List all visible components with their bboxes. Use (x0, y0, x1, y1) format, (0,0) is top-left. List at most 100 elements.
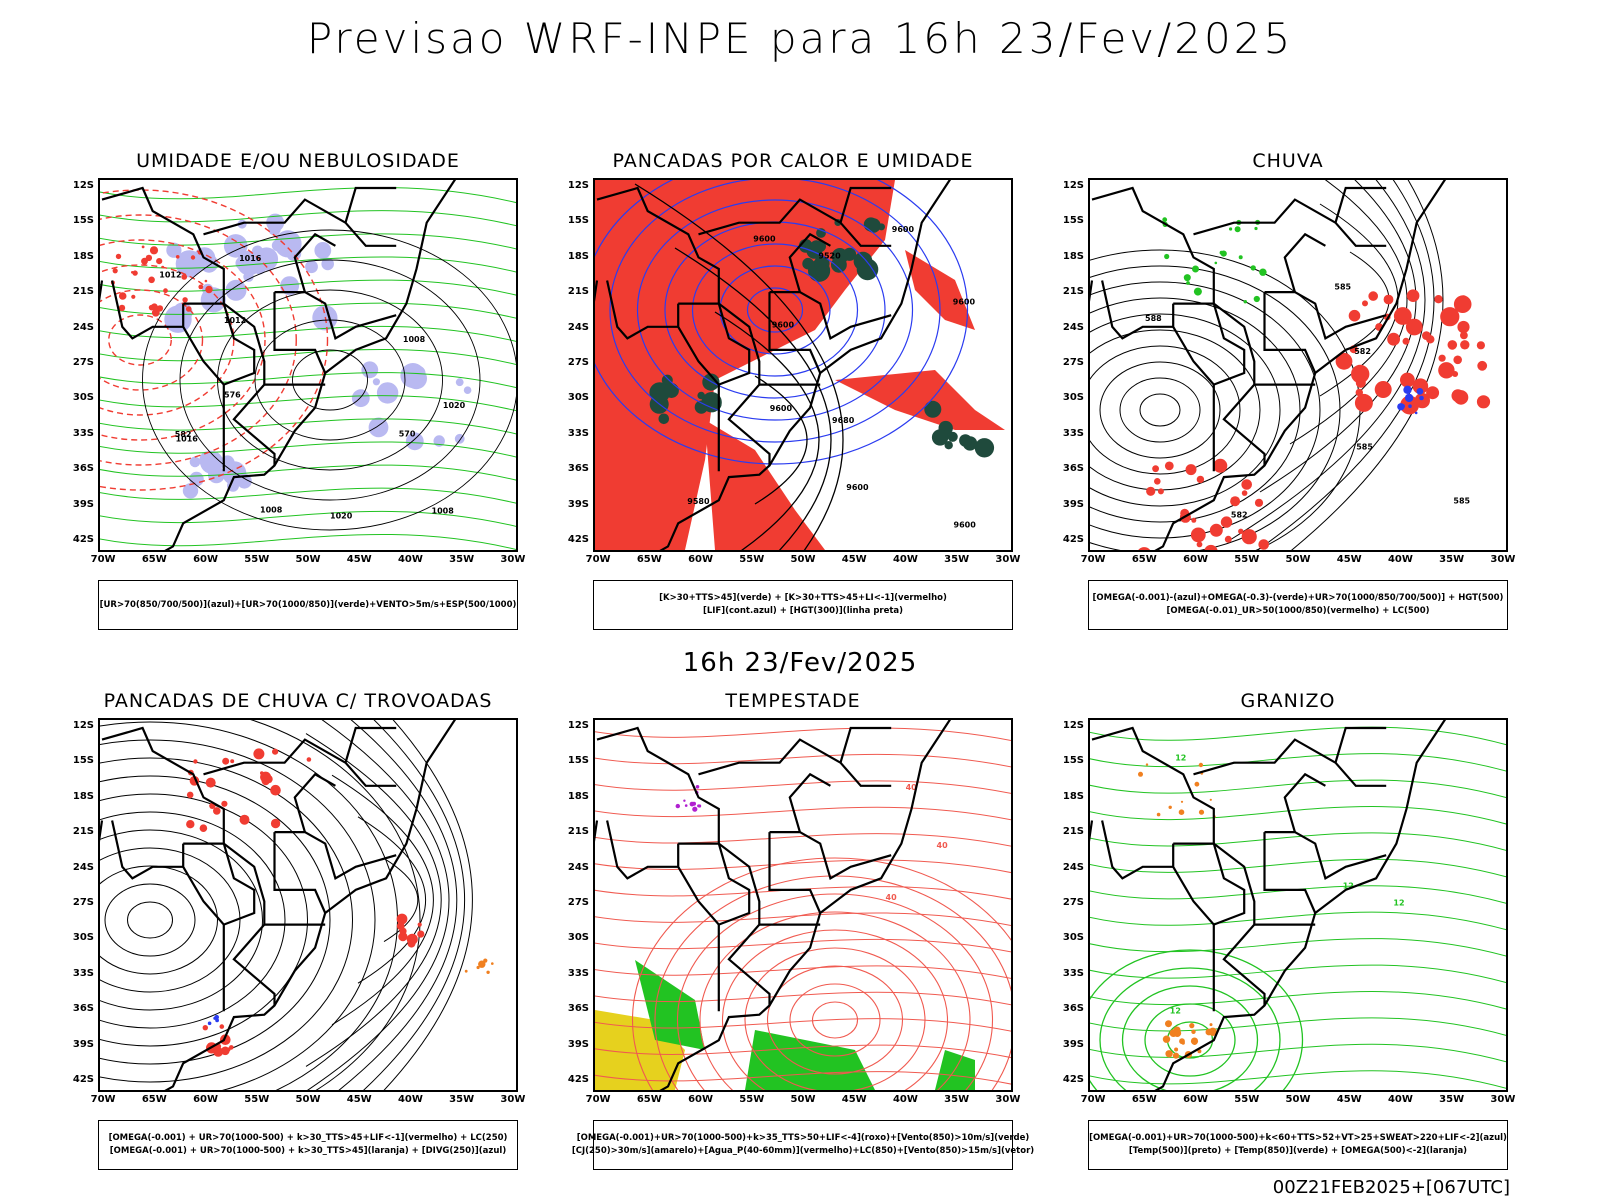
lat-label: 36S (72, 1003, 94, 1015)
legend-line: [K>30+TTS>45](verde) + [K>30+TTS>45+LI<-… (659, 593, 947, 603)
lat-label: 12S (72, 720, 94, 731)
lat-label: 18S (1062, 250, 1084, 262)
lat-label: 39S (567, 498, 589, 510)
lon-label: 45W (1336, 1094, 1362, 1105)
hgt-labels: 9600 9600 9680 9600 9600 9520 9600 9580 9600 9600 (687, 225, 976, 529)
rain-blue-speckles (1397, 385, 1424, 415)
map-frame: 1008 1008 1008 1012 1016 1020 1012 1016 1020 570 5… (98, 178, 518, 552)
country-border (273, 292, 327, 374)
lat-label: 12S (567, 720, 589, 731)
storm-red-speckles (186, 748, 312, 832)
east-coastline (1154, 180, 1447, 550)
hgt300-contours (634, 183, 844, 550)
country-border (1263, 292, 1317, 374)
country-border (274, 830, 397, 880)
country-border (1172, 302, 1246, 386)
map-canvas: 12 12 12 12 (1090, 720, 1506, 1090)
lat-label: 18S (72, 250, 94, 262)
pressure-contours (142, 229, 516, 531)
map-canvas: 9600 9600 9680 9600 9600 9520 9600 9580 9600 9600 (595, 180, 1005, 550)
lon-label: 45W (841, 554, 867, 565)
country-border (839, 186, 892, 224)
country-border (182, 302, 256, 386)
lat-label: 33S (567, 967, 589, 979)
lon-label: 40W (892, 554, 918, 565)
legend-box: [OMEGA(-0.001)+UR>70(1000-500)+k<60+TTS>… (1088, 1120, 1508, 1170)
lat-label: 33S (72, 967, 94, 979)
lat-label: 39S (72, 1038, 94, 1050)
hgt500-labels: 585 585 582 582 588 585 (1145, 282, 1471, 519)
lat-label: 42S (72, 1074, 94, 1085)
legend-line: [OMEGA(-0.001)+UR>70(1000-500)+k<60+TTS>… (1089, 1133, 1507, 1143)
country-border (1091, 726, 1266, 1006)
legend-line: [Temp(500)](preto) + [Temp(850)](verde) … (1128, 1146, 1468, 1156)
legend-line: [OMEGA(-0.001)+UR>70(1000-500)+k>35_TTS>… (576, 1133, 1030, 1143)
map-borders (595, 180, 952, 550)
lc250-streamlines (100, 720, 421, 1090)
lat-label: 12S (567, 180, 589, 191)
contour-label: 1016 (239, 254, 262, 263)
lon-label: 55W (739, 1094, 765, 1105)
legend-box: [OMEGA(-0.001)+UR>70(1000-500)+k>35_TTS>… (572, 1120, 1034, 1170)
contour-label: 9580 (687, 497, 710, 506)
map-borders (1090, 720, 1447, 1090)
lon-axis: 70W 65W 60W 55W 50W 45W 40W 35W 30W (91, 1094, 526, 1108)
lat-label: 24S (72, 861, 94, 873)
panel-chuva: CHUVA 12S 15S 18S 21S 24S 27S 30S 33S 36S 39S 42S 58… (1063, 150, 1515, 640)
legend-line: [OMEGA(-0.001) + UR>70(1000-500) + k>30_… (109, 1146, 507, 1156)
lon-axis: 70W 65W 60W 55W 50W 45W 40W 35W 30W (586, 554, 1021, 568)
lat-label: 15S (567, 215, 589, 227)
contour-label: 9600 (846, 483, 869, 492)
contour-label: 1016 (176, 435, 199, 444)
country-border (1193, 738, 1387, 787)
panel-title: PANCADAS DE CHUVA C/ TROVOADAS (103, 690, 493, 712)
omega-orange-speckles (1162, 1020, 1217, 1059)
east-streamlines (305, 720, 473, 1090)
lon-label: 50W (790, 554, 816, 565)
lon-label: 55W (1234, 554, 1260, 565)
west-coastline (100, 280, 104, 302)
map-canvas: 40 40 40 (595, 720, 1011, 1090)
lon-label: 60W (193, 554, 219, 565)
storm-orange-speckles (464, 958, 494, 974)
salmon-streamlines (595, 727, 1011, 1085)
map-frame (98, 718, 518, 1092)
lon-label: 30W (995, 554, 1021, 565)
lat-label: 42S (1062, 534, 1084, 545)
lon-label: 60W (193, 1094, 219, 1105)
contour-label: 9520 (818, 252, 841, 261)
lat-label: 36S (567, 463, 589, 475)
lon-label: 70W (90, 1094, 116, 1105)
lat-label: 15S (1062, 215, 1084, 227)
country-border (769, 290, 892, 340)
east-coastline (1154, 720, 1447, 1090)
panel-title: PANCADAS POR CALOR E UMIDADE (612, 150, 974, 172)
lat-label: 30S (72, 932, 94, 944)
lat-label: 12S (1062, 720, 1084, 731)
lat-label: 21S (72, 826, 94, 838)
country-border (1172, 842, 1246, 926)
lon-label: 45W (346, 1094, 372, 1105)
country-border (1264, 290, 1387, 340)
lat-label: 24S (1062, 861, 1084, 873)
country-border (101, 186, 276, 466)
east-coastline (164, 180, 457, 550)
lat-label: 21S (1062, 286, 1084, 298)
east-coastline (659, 180, 952, 550)
lon-label: 70W (90, 554, 116, 565)
map-canvas (100, 720, 494, 1090)
country-border (596, 186, 771, 466)
lon-label: 65W (141, 1094, 167, 1105)
country-border (677, 842, 751, 926)
map-frame: 12 12 12 12 (1088, 718, 1508, 1092)
lat-label: 39S (72, 498, 94, 510)
lat-label: 24S (567, 861, 589, 873)
rain-red-south-fill (1138, 458, 1269, 550)
lon-label: 55W (739, 554, 765, 565)
lon-label: 30W (1490, 554, 1516, 565)
country-border (1264, 830, 1387, 880)
contour-label: 9600 (954, 520, 977, 529)
lon-label: 45W (841, 1094, 867, 1105)
lon-label: 35W (1439, 1094, 1465, 1105)
lon-label: 35W (944, 554, 970, 565)
